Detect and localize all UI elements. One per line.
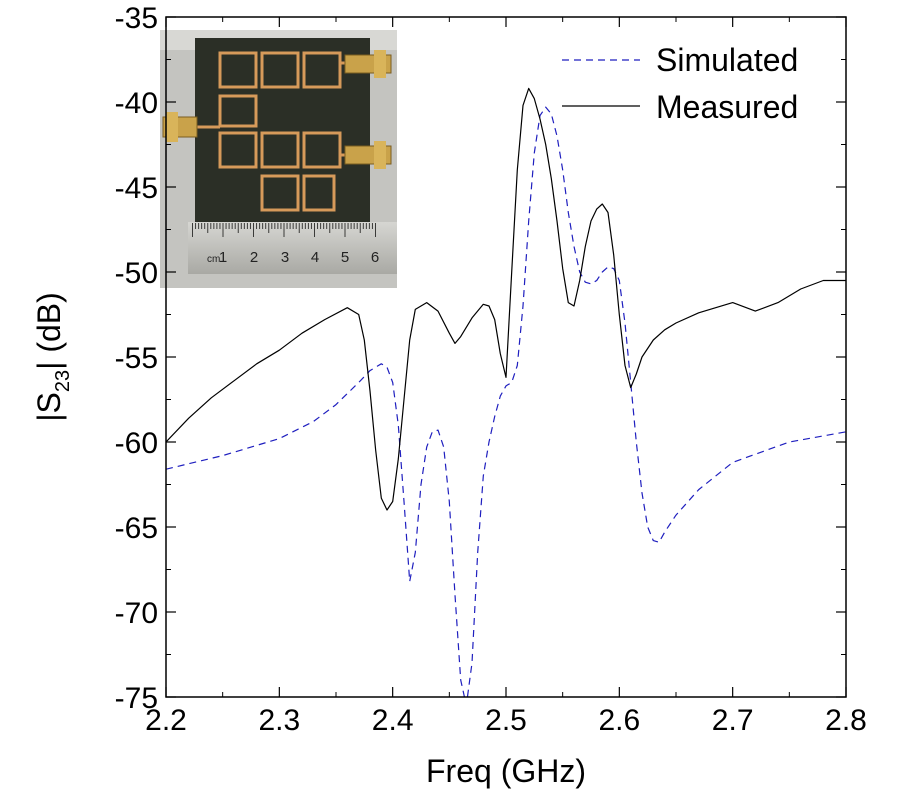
ruler-unit-label: cm <box>207 254 220 265</box>
ruler-label-5: 5 <box>341 249 349 266</box>
ruler: cm 1 2 3 4 5 6 <box>188 222 397 274</box>
ruler-label-2: 2 <box>250 249 258 266</box>
x-tick-label: 2.5 <box>485 704 527 737</box>
y-tick-label: -75 <box>115 682 158 715</box>
y-axis-title-prefix: |S <box>31 392 67 422</box>
inset-filter-photo: cm 1 2 3 4 5 6 <box>160 30 397 288</box>
ruler-label-3: 3 <box>281 249 289 266</box>
y-tick-label: -50 <box>115 257 158 290</box>
series-line-measured <box>166 87 846 511</box>
series-layer <box>166 87 846 697</box>
y-tick-label: -70 <box>115 597 158 630</box>
x-tick-label: 2.2 <box>145 704 187 737</box>
y-tick-label: -55 <box>115 342 158 375</box>
y-axis-title-subscript: 23 <box>52 370 74 392</box>
axis-ticks: 2.2 2.3 2.4 2.5 2.6 2.7 2.8 -35 -40 -45 -50 -55 -60 -… <box>115 2 867 737</box>
y-tick-label: -45 <box>115 172 158 205</box>
sma-connectors <box>162 50 392 169</box>
ruler-label-6: 6 <box>371 249 379 266</box>
x-tick-label: 2.3 <box>258 704 300 737</box>
x-tick-label: 2.8 <box>825 704 867 737</box>
y-axis-title: |S23| (dB) <box>31 292 74 422</box>
y-tick-label: -65 <box>115 512 158 545</box>
legend-label-simulated: Simulated <box>656 42 798 78</box>
x-axis-title: Freq (GHz) <box>426 753 586 789</box>
x-tick-label: 2.6 <box>598 704 640 737</box>
x-tick-label: 2.4 <box>372 704 414 737</box>
series-line-simulated <box>166 106 846 697</box>
y-tick-label: -60 <box>115 427 158 460</box>
ruler-label-1: 1 <box>219 249 227 266</box>
legend-label-measured: Measured <box>656 89 798 125</box>
y-axis-title-suffix: | (dB) <box>31 292 67 370</box>
y-tick-label: -35 <box>115 2 158 35</box>
legend: Simulated Measured <box>562 42 798 125</box>
ruler-label-4: 4 <box>311 249 319 266</box>
y-tick-label: -40 <box>115 87 158 120</box>
x-tick-label: 2.7 <box>712 704 754 737</box>
